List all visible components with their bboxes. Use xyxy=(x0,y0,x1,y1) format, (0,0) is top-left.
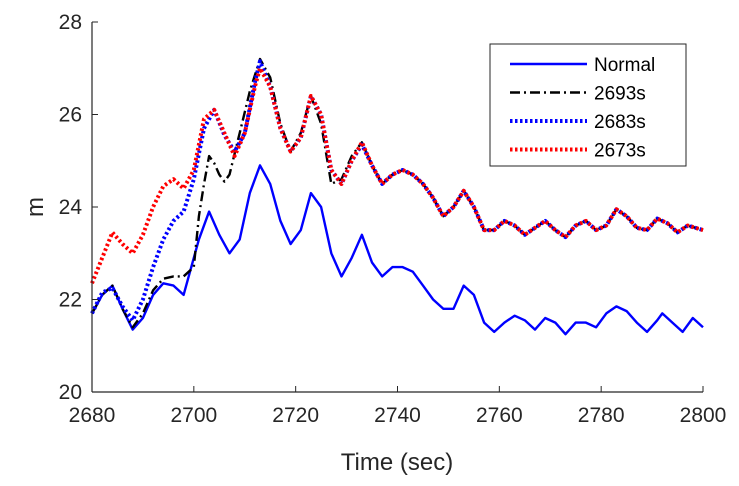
x-tick-label: 2680 xyxy=(69,404,116,427)
series-layer xyxy=(90,57,704,336)
legend-label: 2683s xyxy=(594,112,646,133)
y-tick-label: 28 xyxy=(59,11,82,34)
x-tick-label: 2720 xyxy=(272,404,319,427)
legend-label: 2693s xyxy=(594,84,646,105)
x-tick-label: 2800 xyxy=(680,404,727,427)
axes-layer: 2680 2700 2720 2740 2760 2780 2800 20 22 24 26 28 xyxy=(59,11,727,427)
legend: Normal 2693s 2683s 2673s xyxy=(489,43,687,167)
x-tick-label: 2780 xyxy=(578,404,625,427)
series-line-2673s xyxy=(90,66,704,285)
y-tick-label: 22 xyxy=(59,289,82,312)
legend-label: 2673s xyxy=(594,141,646,162)
y-tick-label: 24 xyxy=(59,196,83,219)
y-axis-title: m xyxy=(22,197,49,217)
x-tick-label: 2700 xyxy=(170,404,217,427)
x-axis-title: Time (sec) xyxy=(341,449,453,476)
y-tick-label: 20 xyxy=(59,381,82,404)
x-tick-label: 2760 xyxy=(476,404,523,427)
y-tick-label: 26 xyxy=(59,104,82,127)
legend-box xyxy=(489,43,687,167)
x-tick-label: 2740 xyxy=(374,404,421,427)
legend-label: Normal xyxy=(594,55,655,76)
